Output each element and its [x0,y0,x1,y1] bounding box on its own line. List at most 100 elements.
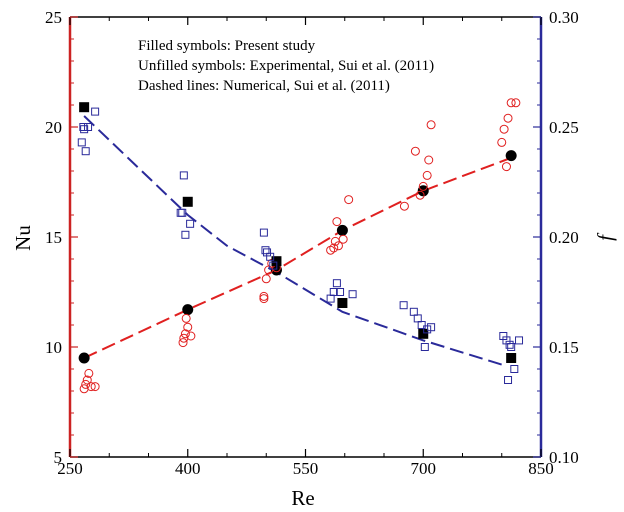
nu-experimental-point [503,113,513,123]
f-experimental-point [91,107,100,116]
y-left-tick-label: 10 [45,338,62,357]
x-tick-label: 400 [175,459,201,478]
nu-present-point [182,304,194,316]
y-left-tick-label: 5 [54,448,63,467]
f-experimental-point [336,288,345,296]
f-experimental-point [84,123,93,131]
f-experimental-point [507,343,516,351]
nu-experimental-point [261,274,271,284]
nu-dashed-line [83,156,512,359]
nu-experimental-point [424,155,434,165]
f-present-point [506,353,517,363]
y-left-tick-label: 25 [45,8,62,27]
nu-experimental-point [259,294,269,304]
f-experimental-point [510,365,519,373]
f-experimental-point [259,228,268,237]
axes [68,16,543,458]
nu-experimental-point [499,124,509,134]
x-axis-title: Re [291,486,314,510]
y-axis-title-right: f [593,232,617,241]
f-experimental-point [409,307,418,316]
nu-experimental-point [338,234,348,244]
f-experimental-point [399,301,408,310]
nu-experimental-point [410,146,420,156]
y-left-tick-label: 15 [45,228,62,247]
nu-experimental-point [344,195,354,205]
f-experimental-point [179,171,188,180]
f-present-point [337,298,348,308]
nu-experimental-point [90,382,100,392]
f-experimental-point [79,123,88,131]
f-experimental-point [417,321,426,329]
f-experimental-point [326,294,335,303]
nu-experimental-point [186,331,196,341]
nu-present-point [505,150,517,162]
y-left-tick-label: 20 [45,118,62,137]
x-tick-label: 250 [57,459,83,478]
nu-experimental-point [86,382,96,392]
note-dashed: Dashed lines: Numerical, Sui et al. (201… [138,78,390,94]
nu-experimental-point [422,170,432,180]
y-right-tick-label: 0.30 [549,8,579,27]
f-dashed-line [83,115,503,366]
x-tick-label: 550 [293,459,319,478]
f-experimental-point [348,290,357,299]
x-tick-label: 850 [528,459,554,478]
nu-experimental-point [178,338,188,348]
f-experimental-point [176,208,185,217]
nu-present-point [336,224,348,236]
note-unfilled: Unfilled symbols: Experimental, Sui et a… [138,58,434,74]
nu-experimental-point [415,190,425,200]
f-experimental-point [505,340,514,349]
nu-experimental-point [511,98,521,108]
y-right-tick-label: 0.20 [549,228,579,247]
f-experimental-point [181,230,190,239]
nu-experimental-point [180,329,190,339]
y-axis-title-left: Nu [11,225,35,251]
data-points [77,98,524,394]
tick-labels: 250 400 550 700 850 5 10 15 20 25 0.10 0.15 0.20 0.25… [45,8,579,478]
f-experimental-point [504,376,513,384]
f-experimental-point [420,343,429,351]
nu-experimental-point [399,201,409,211]
f-present-point [418,328,429,339]
f-experimental-point [332,279,341,288]
f-experimental-point [261,246,270,255]
nu-experimental-point [183,322,193,332]
f-experimental-point [427,323,436,332]
nu-experimental-point [332,217,342,227]
nu-experimental-point [326,245,336,255]
notes: Filled symbols: Present study Unfilled s… [138,38,434,94]
nu-experimental-point [329,243,339,253]
y-right-tick-label: 0.15 [549,338,579,357]
x-tick-label: 700 [411,459,437,478]
f-experimental-point [77,138,86,147]
f-experimental-point [269,261,278,270]
nu-experimental-point [426,120,436,130]
f-experimental-point [515,336,524,345]
nu-experimental-point [418,181,428,191]
y-right-tick-label: 0.25 [549,118,579,137]
f-experimental-point [178,208,187,217]
f-experimental-point [81,147,90,156]
nu-experimental-point [501,162,511,172]
nu-experimental-point [81,379,91,389]
nu-experimental-point [333,241,343,251]
nu-experimental-point [497,137,507,147]
nu-experimental-point [82,375,92,385]
nu-present-point [78,352,90,364]
dashed-lines [83,115,512,366]
nu-experimental-point [259,291,269,301]
f-present-point [182,196,193,207]
f-experimental-point [266,252,275,261]
f-present-point [271,256,282,267]
f-present-point [79,102,90,113]
nu-experimental-point [506,98,516,108]
f-experimental-point [186,219,195,228]
nu-experimental-point [181,313,191,323]
y-right-tick-label: 0.10 [549,448,579,467]
nu-experimental-point [84,368,94,378]
note-filled: Filled symbols: Present study [138,38,316,54]
f-experimental-point [329,288,338,296]
